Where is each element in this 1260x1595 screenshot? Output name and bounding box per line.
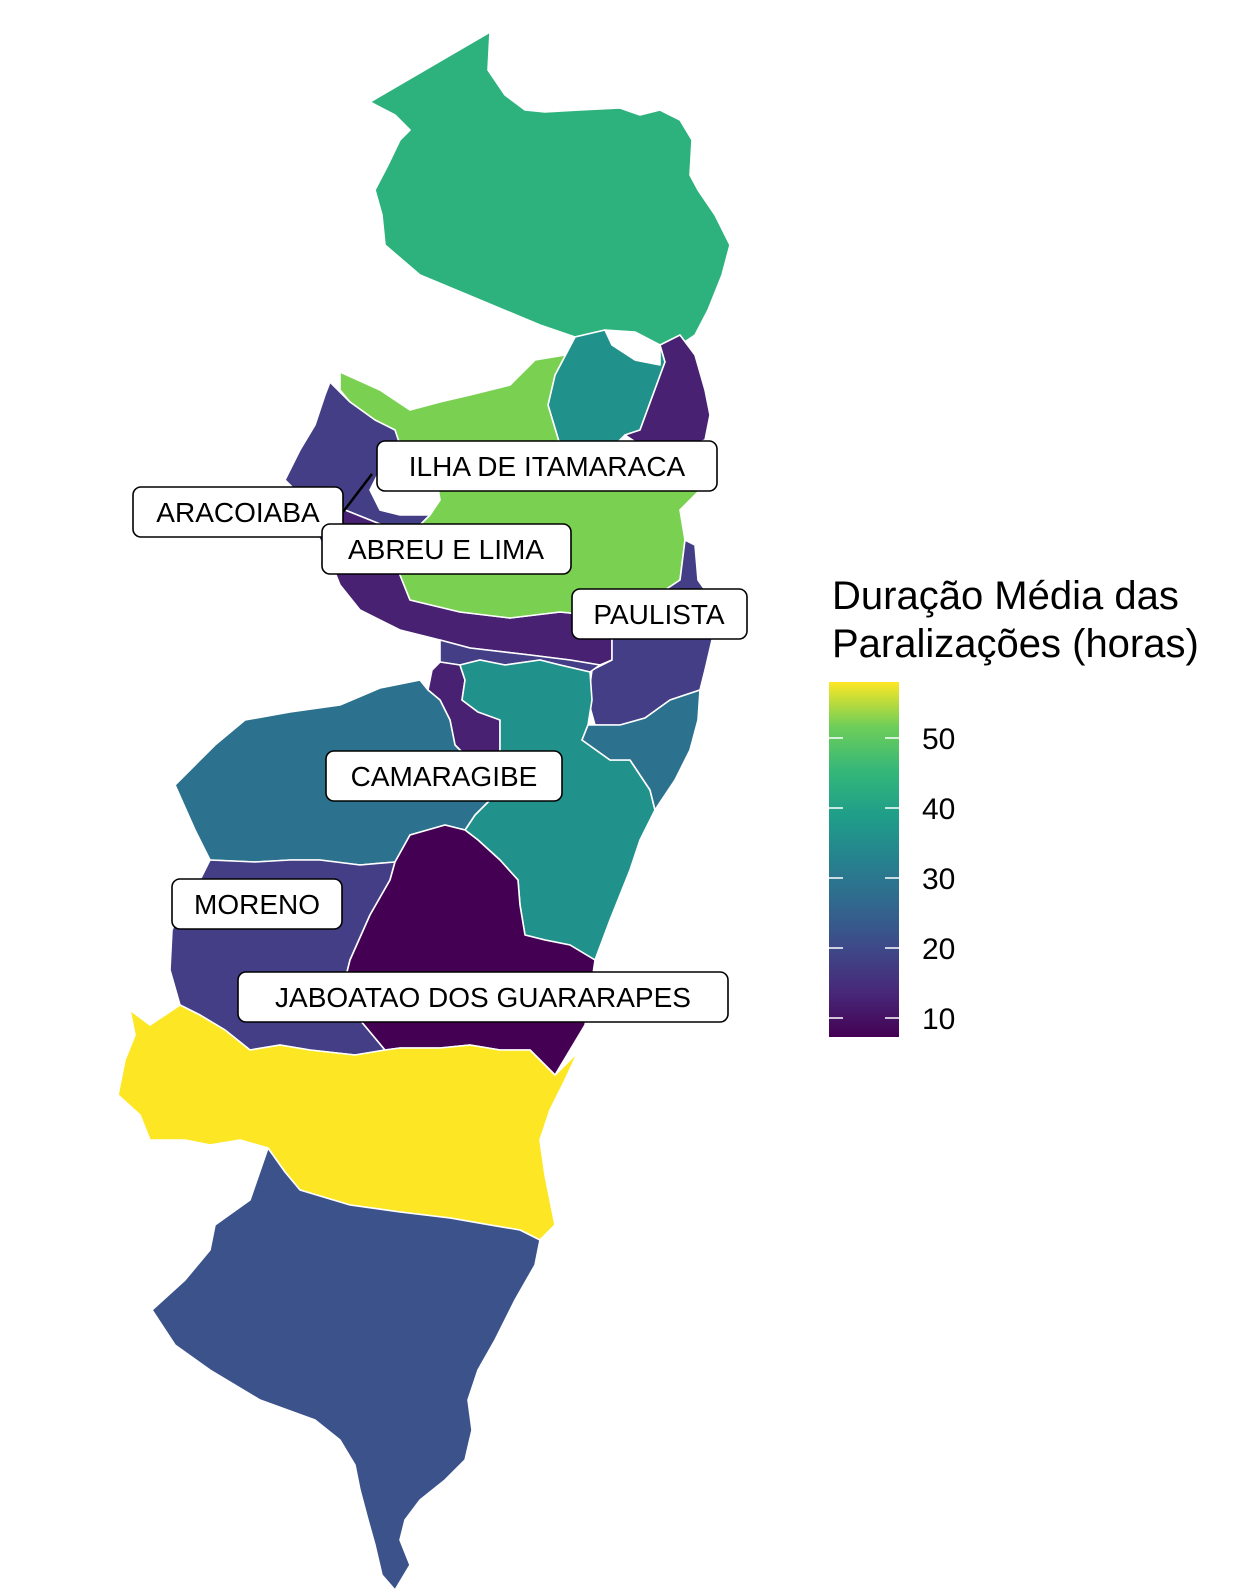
label-text: JABOATAO DOS GUARARAPES bbox=[275, 982, 691, 1013]
label-box bbox=[321, 523, 572, 575]
region-teal-blue-right[interactable] bbox=[581, 689, 701, 811]
legend-tick-label: 20 bbox=[922, 933, 955, 966]
label-camaragibe: CAMARAGIBE bbox=[325, 750, 563, 802]
region-north[interactable] bbox=[369, 31, 731, 346]
label-text: ILHA DE ITAMARACA bbox=[409, 451, 686, 482]
legend-tick-label: 30 bbox=[922, 863, 955, 896]
label-moreno: MORENO bbox=[171, 878, 343, 930]
label-box bbox=[376, 440, 718, 492]
label-text: CAMARAGIBE bbox=[351, 761, 538, 792]
region-yellow[interactable] bbox=[117, 1004, 579, 1241]
label-ilha-de-itamaraca: ILHA DE ITAMARACA bbox=[376, 440, 718, 492]
label-text: PAULISTA bbox=[593, 599, 725, 630]
legend-tick-label: 50 bbox=[922, 723, 955, 756]
legend-title: Duração Média das Paralizações (horas) bbox=[832, 572, 1199, 668]
label-box bbox=[325, 750, 563, 802]
label-box bbox=[132, 486, 344, 538]
label-box bbox=[571, 588, 748, 640]
regions-layer bbox=[117, 31, 731, 1591]
label-text: ABREU E LIMA bbox=[348, 534, 544, 565]
label-aracoiaba: ARACOIABA bbox=[132, 486, 344, 538]
aracoiaba-leader-line bbox=[342, 473, 373, 513]
region-south[interactable] bbox=[151, 1147, 541, 1591]
legend-title-line1: Duração Média das bbox=[832, 574, 1179, 618]
legend-tick-label: 40 bbox=[922, 793, 955, 826]
colorbar-gradient bbox=[829, 682, 899, 1037]
label-box bbox=[237, 971, 729, 1023]
label-text: MORENO bbox=[194, 889, 320, 920]
legend-title-line2: Paralizações (horas) bbox=[832, 622, 1199, 666]
label-box bbox=[171, 878, 343, 930]
labels-layer: ILHA DE ITAMARACA ARACOIABA ABREU E LIMA… bbox=[132, 440, 748, 1023]
legend-colorbar: 50 40 30 20 10 bbox=[829, 682, 955, 1037]
colorbar-ticks bbox=[829, 737, 899, 1019]
label-jaboatao-dos-guararapes: JABOATAO DOS GUARARAPES bbox=[237, 971, 729, 1023]
label-abreu-e-lima: ABREU E LIMA bbox=[321, 523, 572, 575]
label-paulista: PAULISTA bbox=[571, 588, 748, 640]
label-text: ARACOIABA bbox=[156, 497, 320, 528]
legend-tick-label: 10 bbox=[922, 1003, 955, 1036]
